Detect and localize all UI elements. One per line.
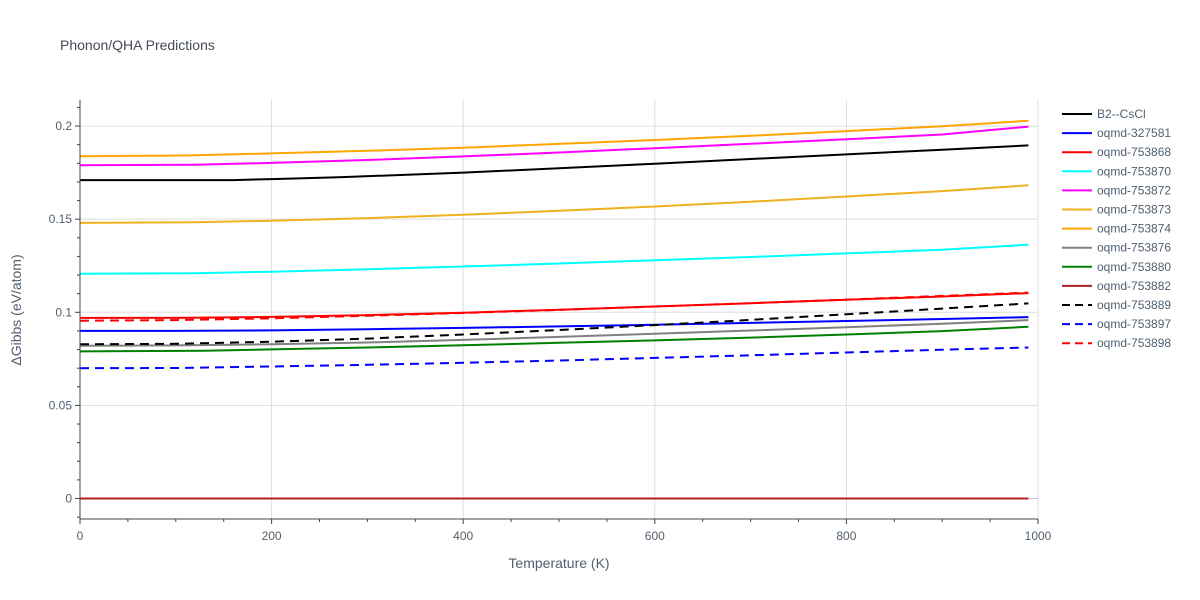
legend-item[interactable]: oqmd-753876	[1062, 241, 1171, 255]
axes: 0 200 400 600 800 1000 0 0.05 0.1 0.15 0.2	[49, 100, 1052, 543]
legend[interactable]: B2--CsCl oqmd-327581 oqmd-753868 oqmd-75387…	[1062, 107, 1171, 350]
legend-label: oqmd-327581	[1097, 126, 1171, 140]
legend-item[interactable]: oqmd-753889	[1062, 298, 1171, 312]
legend-label: oqmd-753874	[1097, 222, 1171, 236]
legend-item[interactable]: oqmd-753868	[1062, 145, 1171, 159]
x-tick-label: 600	[645, 529, 665, 543]
legend-item[interactable]: oqmd-753882	[1062, 279, 1171, 293]
x-tick-label: 1000	[1025, 529, 1052, 543]
y-tick-label: 0	[65, 492, 72, 506]
x-tick-label: 800	[836, 529, 856, 543]
series-line-oqmd-753876	[79, 319, 1029, 347]
y-tick-label: 0.15	[49, 212, 73, 226]
series-line-oqmd-753898	[79, 291, 1029, 322]
legend-label: oqmd-753868	[1097, 145, 1171, 159]
series-line-oqmd-327581	[80, 316, 1029, 332]
legend-label: oqmd-753872	[1097, 183, 1171, 197]
legend-item[interactable]: oqmd-753898	[1062, 336, 1171, 350]
series-line-oqmd-753870	[79, 243, 1029, 275]
y-axis-title: ΔGibbs (eV/atom)	[8, 254, 24, 365]
legend-label: oqmd-753880	[1097, 260, 1171, 274]
series-line-oqmd-753874	[79, 119, 1029, 158]
legend-item[interactable]: oqmd-753874	[1062, 222, 1171, 236]
legend-label: oqmd-753889	[1097, 298, 1171, 312]
series-line-oqmd-753872	[79, 125, 1029, 167]
x-axis-title: Temperature (K)	[508, 555, 609, 571]
legend-item[interactable]: oqmd-753873	[1062, 203, 1171, 217]
legend-item[interactable]: oqmd-753872	[1062, 183, 1171, 197]
legend-item[interactable]: oqmd-753897	[1062, 317, 1171, 331]
x-tick-label: 200	[262, 529, 282, 543]
chart-title: Phonon/QHA Predictions	[60, 37, 215, 53]
series-line-oqmd-753868	[80, 292, 1029, 319]
legend-label: oqmd-753882	[1097, 279, 1171, 293]
series-line-oqmd-753897	[79, 346, 1029, 370]
series-line-oqmd-753889	[79, 302, 1029, 346]
y-tick-label: 0.1	[55, 305, 72, 319]
series-line-b2-cscl	[80, 144, 1029, 182]
legend-label: oqmd-753876	[1097, 241, 1171, 255]
legend-label: oqmd-753870	[1097, 164, 1171, 178]
legend-item[interactable]: oqmd-753880	[1062, 260, 1171, 274]
series-layer	[79, 119, 1029, 500]
x-tick-label: 400	[453, 529, 473, 543]
legend-label: oqmd-753873	[1097, 203, 1171, 217]
legend-item[interactable]: B2--CsCl	[1062, 107, 1146, 121]
legend-item[interactable]: oqmd-753870	[1062, 164, 1171, 178]
legend-item[interactable]: oqmd-327581	[1062, 126, 1171, 140]
legend-label: oqmd-753897	[1097, 317, 1171, 331]
series-line-oqmd-753880	[79, 325, 1029, 353]
legend-label: oqmd-753898	[1097, 336, 1171, 350]
x-tick-label: 0	[77, 529, 84, 543]
legend-label: B2--CsCl	[1097, 107, 1146, 121]
y-tick-label: 0.05	[49, 398, 73, 412]
series-line-oqmd-753873	[79, 184, 1029, 224]
y-tick-label: 0.2	[55, 119, 72, 133]
